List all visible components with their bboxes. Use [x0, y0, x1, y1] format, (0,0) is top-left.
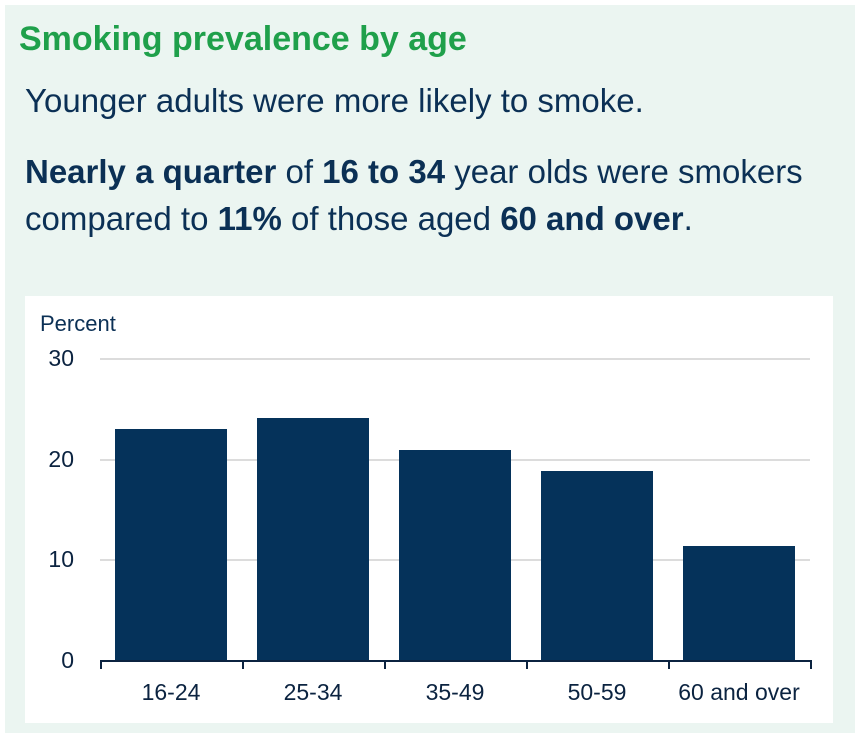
x-axis-tick	[242, 660, 244, 669]
chart-panel: Smoking prevalence by age Younger adults…	[5, 5, 855, 733]
x-axis-tick	[526, 660, 528, 669]
x-tick-label: 50-59	[567, 679, 627, 705]
x-tick-label: 16-24	[141, 679, 201, 705]
y-tick-label: 0	[61, 647, 74, 673]
chart-subtitle: Younger adults were more likely to smoke…	[25, 82, 644, 119]
bar-25-34	[257, 418, 369, 661]
x-axis-tick	[668, 660, 670, 669]
x-axis-tick	[810, 660, 812, 669]
y-tick-label: 20	[48, 445, 74, 472]
chart-area: Percent 0 10 20 30 16-24 25-34 35-49 50-59 60 an…	[25, 296, 833, 723]
desc-bold-2: 16 to 34	[322, 153, 446, 190]
chart-description: Nearly a quarter of 16 to 34 year olds w…	[25, 153, 803, 237]
x-axis-line	[100, 660, 812, 662]
bar-16-24	[115, 429, 227, 661]
desc-bold-3: 11%	[217, 200, 282, 237]
y-tick-label: 10	[48, 546, 74, 573]
bar-60-and-over	[683, 546, 795, 661]
bar-35-49	[399, 449, 511, 661]
x-tick-label: 35-49	[425, 679, 485, 705]
y-axis-label: Percent	[40, 311, 116, 336]
gridline	[100, 358, 810, 360]
desc-bold-1: Nearly a quarter	[25, 153, 277, 190]
desc-bold-4: 60 and over	[500, 200, 684, 237]
x-axis-tick	[384, 660, 386, 669]
chart-title: Smoking prevalence by age	[19, 20, 467, 58]
x-tick-label: 25-34	[283, 679, 343, 705]
y-tick-label: 30	[48, 345, 74, 371]
bar-50-59	[541, 470, 653, 661]
x-tick-label: 60 and over	[678, 679, 800, 705]
x-axis-tick	[100, 660, 102, 669]
